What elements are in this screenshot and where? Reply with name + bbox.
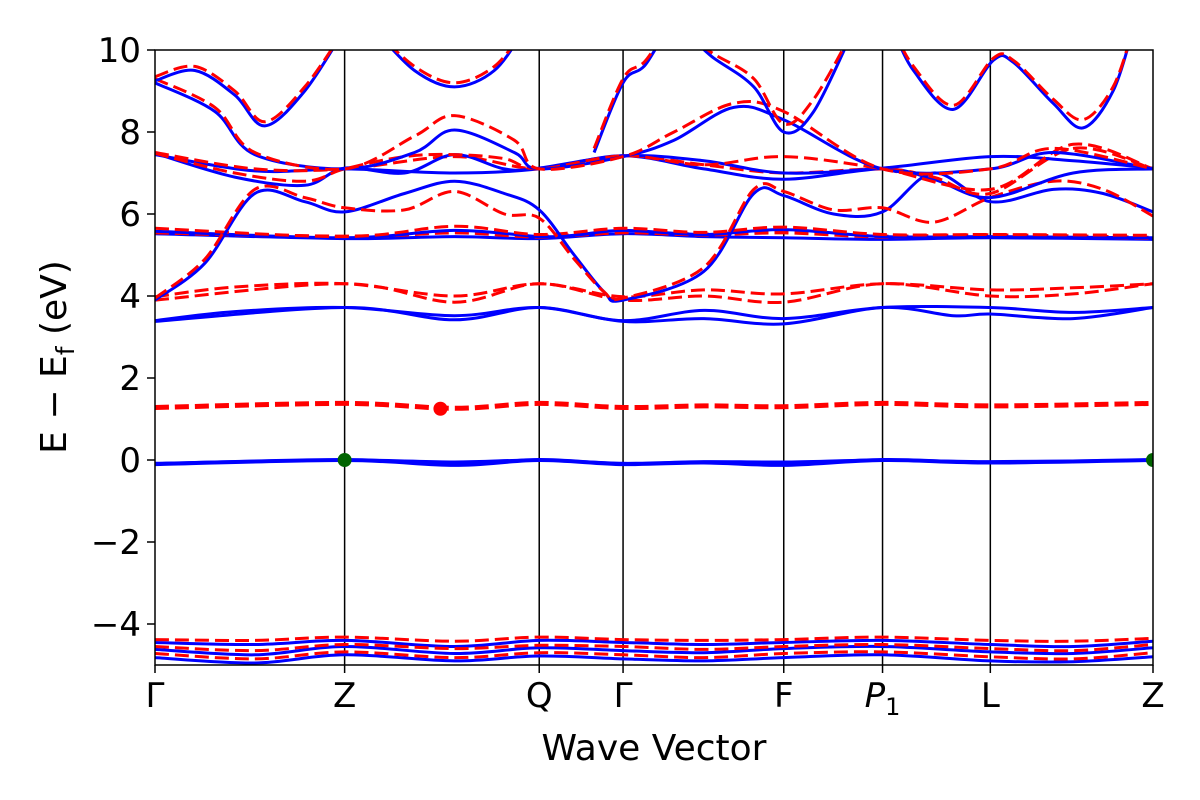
y-tick-label: 4 [119,277,141,317]
spin-down-band [901,50,1129,122]
spin-up-band [155,304,1153,323]
x-tick-label: Γ [614,676,633,716]
spin-up-band [155,644,1153,657]
spin-down-band [155,224,1153,239]
spin-down-band [155,179,1153,302]
spin-up-band [592,50,846,154]
vbm-marker [1146,453,1153,467]
x-tick-label: P1 [865,676,901,721]
spin-up-band [900,50,1129,130]
y-axis-title: E − Ef (eV) [34,260,80,454]
spin-down-band [592,50,845,149]
y-tick-label: −4 [91,605,141,645]
spin-down-band [155,400,1153,411]
y-tick-label: −2 [91,523,141,563]
spin-down-band [155,77,1153,176]
y-tick-label: 8 [119,113,141,153]
y-tick-label: 6 [119,195,141,235]
x-tick-label: L [981,676,1000,716]
x-axis-title: Wave Vector [542,728,767,769]
y-tick-label: 0 [119,441,141,481]
vbm-marker [337,453,352,467]
x-tick-label: Γ [146,676,165,716]
spin-down-band [155,642,1153,653]
spin-up-band [155,305,1153,326]
y-tick-label: 10 [98,31,141,71]
y-axis-ticks: −4 −2 0 2 4 6 8 10 [91,31,155,645]
spin-down-band [155,282,1153,305]
spin-down-band [155,142,1153,192]
spin-up-band [155,153,1153,200]
y-axis-title-main: E − E [34,355,75,454]
spin-up-band [155,228,1153,240]
plot-frame [154,49,1154,666]
y-axis-title-subscript: f [51,345,80,355]
spin-down-band [155,650,1153,661]
x-tick-label: Z [333,676,356,716]
x-tick-label: Z [1141,676,1164,716]
x-axis-ticks: Γ Z Q Γ F P1 L Z [146,665,1165,721]
spin-up-band [155,638,1153,649]
spin-up-band [155,458,1153,465]
cbm-marker [433,401,448,416]
band-lines [155,50,1153,665]
kpath-lines [343,50,992,665]
spin-up-band [155,653,1153,665]
spin-up-band [390,50,513,89]
spin-down-band [155,281,1153,299]
spin-up-band [155,171,1153,303]
spin-up-band [155,50,334,128]
band-edge-markers [337,401,1153,467]
x-tick-label: F [774,676,794,716]
x-tick-label: Q [526,676,553,716]
y-tick-label: 2 [119,359,141,399]
y-axis-title-unit: (eV) [34,260,75,346]
